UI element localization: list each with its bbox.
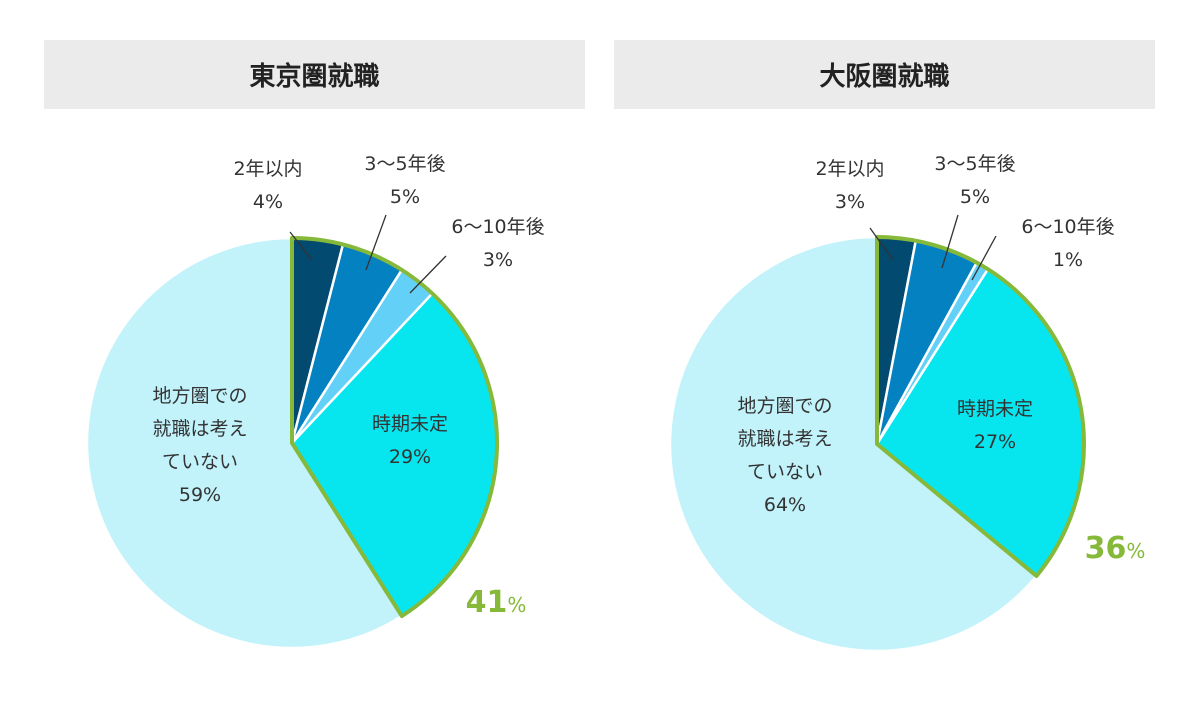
slice-category-label-tokyo-0: 2年以内: [233, 158, 302, 180]
slice-value-label-osaka-0: 3%: [835, 191, 865, 213]
slice-category-label-osaka-2: 6〜10年後: [1021, 216, 1114, 238]
slice-category-label-tokyo-1: 3〜5年後: [364, 153, 445, 175]
slice-category-label-tokyo-4: ていない: [162, 451, 238, 473]
slice-category-label-osaka-0: 2年以内: [815, 158, 884, 180]
leader-line-tokyo-1: [365, 214, 387, 271]
slice-category-label-tokyo-4: 地方圏での: [152, 385, 247, 407]
leader-line-osaka-2: [971, 235, 997, 281]
leader-line-osaka-1: [941, 214, 959, 269]
slice-category-label-tokyo-4: 就職は考え: [152, 418, 247, 440]
highlight-outline-osaka: [875, 235, 1086, 578]
highlight-total-osaka: 36%: [1085, 531, 1146, 566]
slice-category-label-osaka-4: 就職は考え: [737, 428, 832, 450]
pie-slice-tokyo-4: [85, 236, 404, 650]
slice-value-label-osaka-3: 27%: [974, 431, 1016, 453]
slice-value-label-tokyo-1: 5%: [390, 186, 420, 208]
slice-value-label-osaka-4: 64%: [764, 494, 806, 516]
leader-line-tokyo-0: [289, 231, 313, 261]
slice-value-label-tokyo-3: 29%: [389, 446, 431, 468]
slice-value-label-tokyo-2: 3%: [483, 249, 513, 271]
chart-title-tokyo: 東京圏就職: [44, 40, 585, 109]
slice-category-label-osaka-1: 3〜5年後: [934, 153, 1015, 175]
slice-category-label-tokyo-2: 6〜10年後: [451, 216, 544, 238]
slice-value-label-osaka-1: 5%: [960, 186, 990, 208]
slice-value-label-tokyo-4: 59%: [179, 484, 221, 506]
pie-slice-osaka-4: [668, 235, 1039, 653]
slice-category-label-osaka-4: ていない: [747, 461, 823, 483]
slice-category-label-osaka-3: 時期未定: [957, 398, 1033, 420]
highlight-total-tokyo: 41%: [466, 585, 527, 620]
leader-line-osaka-0: [869, 227, 894, 261]
slice-category-label-tokyo-3: 時期未定: [372, 413, 448, 435]
slice-value-label-tokyo-0: 4%: [253, 191, 283, 213]
slice-value-label-osaka-2: 1%: [1053, 249, 1083, 271]
leader-line-tokyo-2: [409, 255, 447, 294]
chart-title-osaka: 大阪圏就職: [614, 40, 1155, 109]
slice-category-label-osaka-4: 地方圏での: [737, 395, 832, 417]
highlight-outline-tokyo: [290, 236, 499, 619]
